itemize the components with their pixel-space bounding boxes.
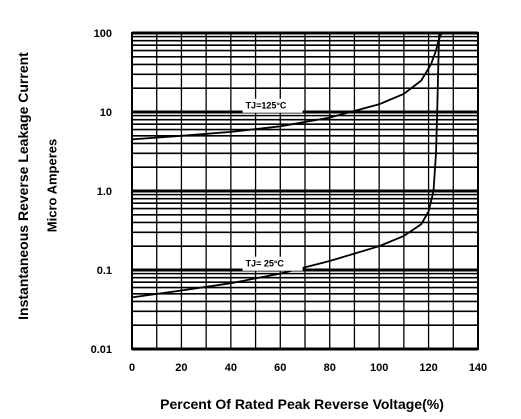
series-annotation: TJ= 25°C bbox=[246, 259, 285, 269]
x-tick-label: 40 bbox=[225, 362, 237, 374]
x-tick-label: 140 bbox=[469, 362, 487, 374]
y-tick-label: 10 bbox=[100, 107, 112, 119]
x-tick-label: 0 bbox=[129, 362, 135, 374]
x-tick-label: 60 bbox=[274, 362, 286, 374]
x-tick-label: 120 bbox=[419, 362, 437, 374]
y-tick-label: 100 bbox=[94, 28, 112, 40]
y-tick-label: 0.01 bbox=[91, 344, 112, 356]
series-annotation: TJ=125°C bbox=[246, 101, 287, 111]
y-tick-label: 1.0 bbox=[97, 186, 112, 198]
x-tick-label: 100 bbox=[370, 362, 388, 374]
x-axis-title: Percent Of Rated Peak Reverse Voltage(%) bbox=[160, 396, 444, 412]
plot-frame bbox=[131, 32, 479, 350]
x-tick-label: 80 bbox=[324, 362, 336, 374]
annotation-background bbox=[242, 256, 303, 271]
annotation-background bbox=[242, 98, 303, 113]
x-tick-label: 20 bbox=[175, 362, 187, 374]
y-tick-label: 0.1 bbox=[97, 265, 112, 277]
series-line-tj-25 bbox=[131, 32, 441, 299]
